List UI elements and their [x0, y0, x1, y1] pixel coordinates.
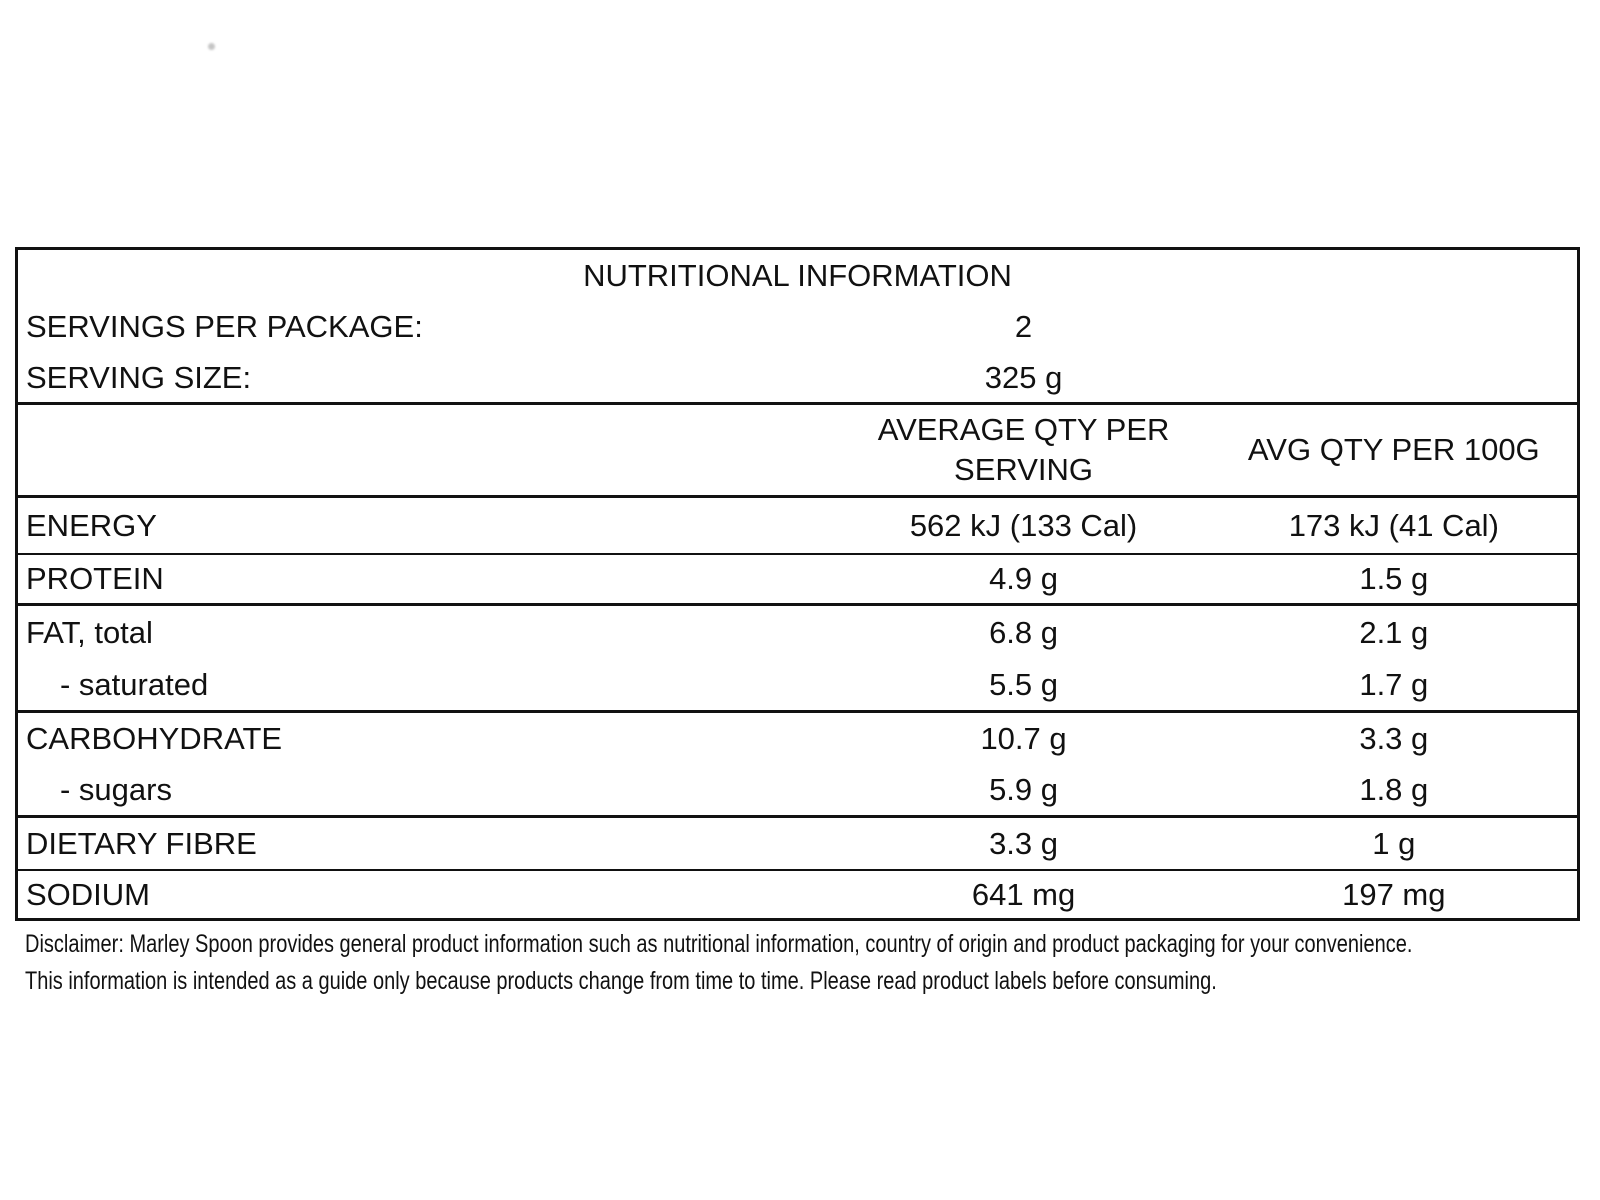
serving-size-row: SERVING SIZE: 325 g — [18, 353, 1577, 405]
row-label: PROTEIN — [26, 561, 164, 596]
column-header-row: AVERAGE QTY PER SERVING AVG QTY PER 100G — [18, 405, 1577, 498]
per-100g-value: 173 kJ (41 Cal) — [1288, 507, 1499, 543]
table-row-fat-total: FAT, total 6.8 g 2.1 g — [18, 606, 1577, 659]
nutrition-table: NUTRITIONAL INFORMATION SERVINGS PER PAC… — [15, 247, 1580, 921]
table-row-dietary-fibre: DIETARY FIBRE 3.3 g 1 g — [18, 818, 1577, 871]
per-100g-value: 3.3 g — [1359, 721, 1429, 756]
per-100g-value: 1.5 g — [1359, 561, 1429, 596]
empty-cell — [1211, 301, 1577, 353]
table-title-row: NUTRITIONAL INFORMATION — [18, 250, 1577, 301]
avg-qty-per-100g-header: AVG QTY PER 100G — [1247, 432, 1540, 467]
table-row-sugars: - sugars 5.9 g 1.8 g — [18, 765, 1577, 818]
per-serving-value: 3.3 g — [989, 825, 1059, 861]
empty-cell — [1211, 353, 1577, 402]
servings-per-package-row: SERVINGS PER PACKAGE: 2 — [18, 301, 1577, 353]
table-title: NUTRITIONAL INFORMATION — [583, 257, 1012, 293]
disclaimer-line-2: This information is intended as a guide … — [25, 967, 1217, 995]
per-serving-value: 5.9 g — [989, 772, 1059, 807]
per-100g-value: 2.1 g — [1359, 614, 1429, 650]
table-row-carbohydrate: CARBOHYDRATE 10.7 g 3.3 g — [18, 713, 1577, 765]
per-100g-value: 1 g — [1372, 825, 1416, 861]
per-serving-value: 10.7 g — [980, 721, 1067, 756]
per-serving-value: 5.5 g — [989, 666, 1059, 702]
table-row-sodium: SODIUM 641 mg 197 mg — [18, 871, 1577, 918]
table-row-energy: ENERGY 562 kJ (133 Cal) 173 kJ (41 Cal) — [18, 498, 1577, 555]
per-serving-value: 641 mg — [971, 876, 1076, 912]
row-label: - saturated — [60, 666, 209, 702]
row-label: - sugars — [60, 772, 172, 807]
stray-scan-artifact — [208, 43, 215, 50]
table-row-protein: PROTEIN 4.9 g 1.5 g — [18, 555, 1577, 606]
row-label: SODIUM — [26, 876, 150, 912]
per-100g-value: 1.8 g — [1359, 772, 1429, 807]
servings-per-package-label: SERVINGS PER PACKAGE: — [26, 309, 423, 344]
servings-per-package-value: 2 — [1014, 309, 1033, 344]
avg-qty-per-serving-header: AVERAGE QTY PER SERVING — [877, 412, 1170, 487]
per-100g-value: 197 mg — [1342, 876, 1446, 912]
disclaimer-line-1: Disclaimer: Marley Spoon provides genera… — [25, 930, 1413, 958]
row-label: ENERGY — [26, 507, 157, 543]
per-serving-value: 4.9 g — [989, 561, 1059, 596]
per-serving-value: 6.8 g — [989, 614, 1059, 650]
row-label: DIETARY FIBRE — [26, 825, 257, 861]
disclaimer-text: Disclaimer: Marley Spoon provides genera… — [25, 926, 1413, 1000]
serving-size-value: 325 g — [984, 359, 1063, 395]
empty-header-cell — [18, 405, 836, 495]
table-row-saturated: - saturated 5.5 g 1.7 g — [18, 659, 1577, 713]
per-100g-value: 1.7 g — [1359, 666, 1429, 702]
row-label: CARBOHYDRATE — [26, 721, 283, 756]
row-label: FAT, total — [26, 614, 153, 650]
per-serving-value: 562 kJ (133 Cal) — [909, 507, 1138, 543]
serving-size-label: SERVING SIZE: — [26, 359, 252, 395]
